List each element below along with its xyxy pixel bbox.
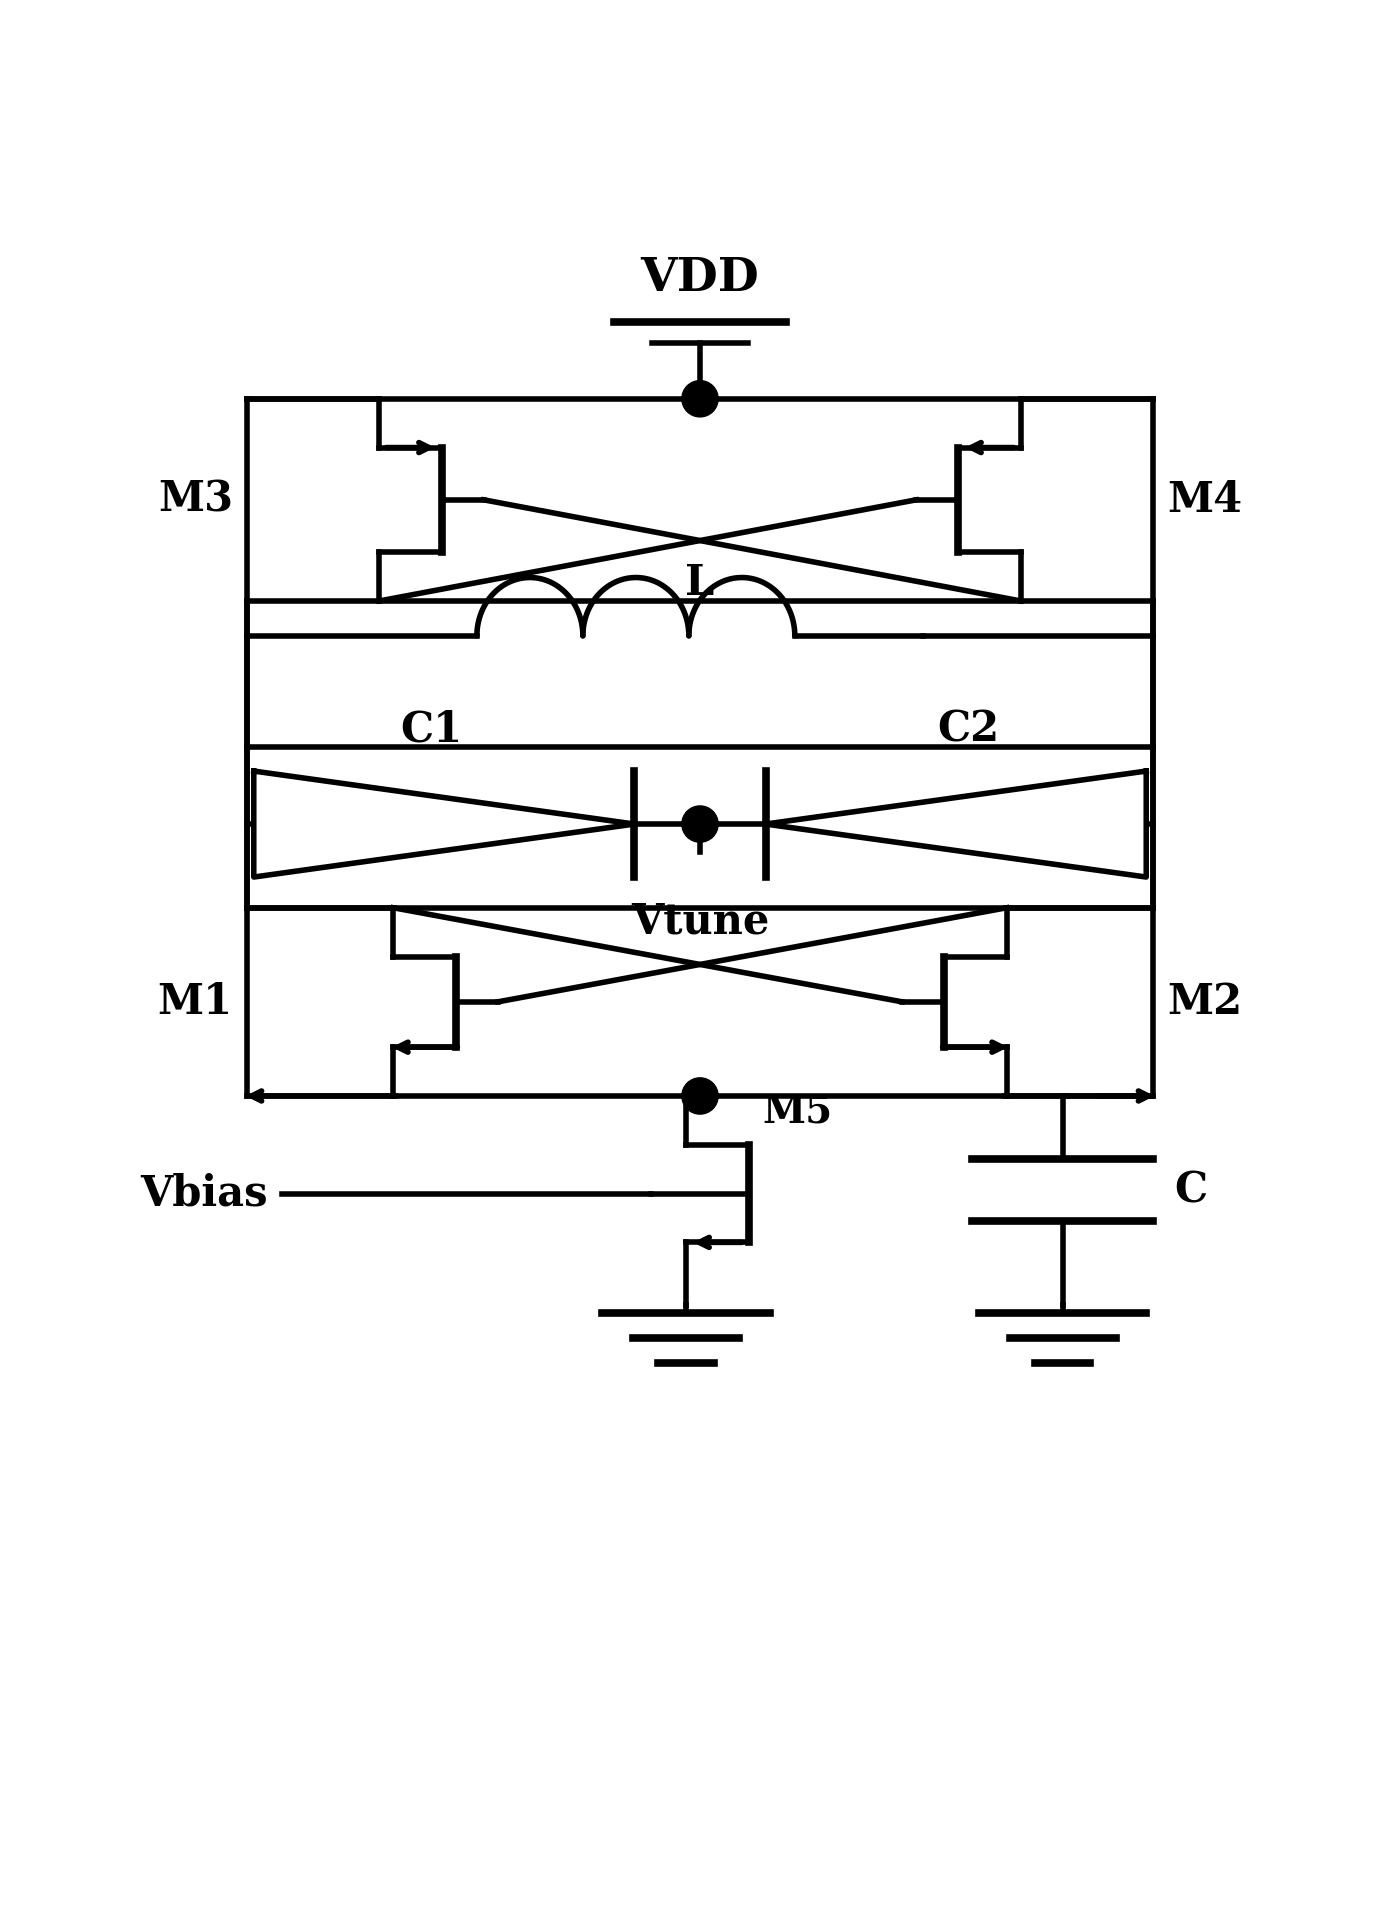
Text: M4: M4: [1168, 478, 1242, 520]
Circle shape: [682, 382, 718, 416]
Text: M1: M1: [158, 981, 232, 1023]
Polygon shape: [766, 771, 1147, 877]
Text: Vtune: Vtune: [631, 900, 769, 942]
Text: M2: M2: [1168, 981, 1242, 1023]
Text: L: L: [686, 563, 714, 603]
Text: M5: M5: [763, 1093, 833, 1131]
Text: M3: M3: [158, 478, 232, 520]
Text: C2: C2: [938, 707, 1000, 750]
Circle shape: [682, 805, 718, 842]
Polygon shape: [253, 771, 634, 877]
Circle shape: [682, 1077, 718, 1114]
Text: C1: C1: [400, 707, 462, 750]
Text: VDD: VDD: [641, 254, 759, 301]
Text: Vbias: Vbias: [140, 1174, 267, 1214]
Text: C: C: [1175, 1170, 1207, 1210]
